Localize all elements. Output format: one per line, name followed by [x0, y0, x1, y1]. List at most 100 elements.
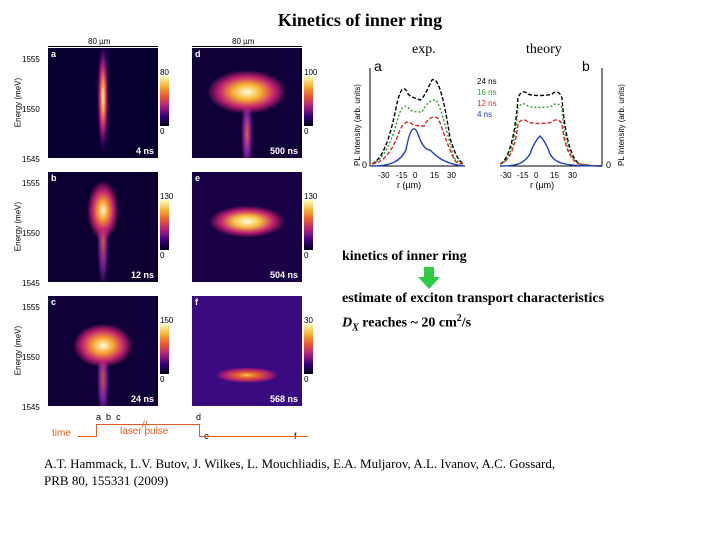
colorbar-min: 0 [160, 251, 165, 260]
reference-line1: A.T. Hammack, L.V. Butov, J. Wilkes, L. … [44, 456, 556, 471]
panel-letter: e [195, 173, 201, 183]
scale-bar-left [48, 46, 158, 47]
colorbar [304, 324, 313, 374]
x-tick-right: -30 [500, 171, 512, 180]
energy-axis-label: Energy (meV) [13, 201, 23, 252]
energy-axis-label: Energy (meV) [13, 325, 23, 376]
panel-letter: d [195, 49, 201, 59]
colorbar-max: 150 [160, 316, 174, 325]
colorbar-max: 80 [160, 68, 169, 77]
legend-entry: 24 ns [477, 77, 497, 86]
colorbar-max: 30 [304, 316, 313, 325]
panel-letter: a [51, 49, 57, 59]
text-line2: estimate of exciton transport characteri… [342, 291, 605, 306]
scale-label-left: 80 µm [88, 37, 111, 46]
energy-tick: 1555 [22, 55, 40, 64]
colorbar [304, 76, 313, 126]
spectral-image-panel-f: f 568 ns [192, 296, 302, 406]
exp-curve [371, 116, 465, 165]
colorbar-max: 130 [160, 192, 174, 201]
energy-tick: 1545 [22, 155, 40, 164]
colorbar [160, 76, 169, 126]
legend-entry: 4 ns [477, 110, 492, 119]
colorbar [160, 324, 169, 374]
colorbar-max: 100 [304, 68, 318, 77]
x-label-left: r (µm) [397, 180, 421, 190]
x-tick-left: -15 [396, 171, 408, 180]
theory-curve [499, 119, 603, 167]
energy-tick: 1545 [22, 279, 40, 288]
reference-line2: PRB 80, 155331 (2009) [44, 473, 169, 488]
energy-tick: 1545 [22, 403, 40, 412]
energy-tick: 1555 [22, 179, 40, 188]
spectral-image-panel-b: b 12 ns [48, 172, 158, 282]
timeline-time-label: time [52, 428, 71, 439]
panel-time: 500 ns [269, 146, 298, 156]
x-tick-right: -15 [517, 171, 529, 180]
x-tick-left: 30 [447, 171, 456, 180]
colorbar-min: 0 [160, 127, 165, 136]
text-line3: DX reaches ~ 20 cm2/s [342, 313, 472, 334]
exp-curve [371, 128, 465, 167]
legend-entry: 12 ns [477, 99, 497, 108]
colorbar [304, 200, 313, 250]
scale-label-right: 80 µm [232, 37, 255, 46]
scale-bar-right [192, 46, 302, 47]
panel-letter: b [51, 173, 57, 183]
y-label-left: PL Intensity (arb. units) [353, 84, 362, 166]
exp-curve [371, 78, 465, 165]
x-tick-right: 0 [534, 171, 539, 180]
pl-profiles-plot: a b0 0PL Intensity (arb. units) PL Intensit… [353, 58, 626, 190]
legend-entry: 16 ns [477, 88, 497, 97]
colorbar-max: 130 [304, 192, 318, 201]
x-tick-right: 15 [550, 171, 559, 180]
panel-label-a: a [374, 58, 382, 74]
exp-label: exp. [412, 42, 436, 57]
timeline-pulse-label: laser pulse [120, 426, 169, 437]
colorbar-min: 0 [304, 251, 309, 260]
spectral-image-panel-c: c 24 ns [48, 296, 158, 406]
right-figure: exp. theory a b 0 0 PL Intensity (arb. units… [340, 38, 640, 193]
theory-curve [499, 135, 603, 167]
exp-curve [371, 99, 465, 165]
colorbar-min: 0 [304, 375, 309, 384]
x-tick-left: 0 [413, 171, 418, 180]
timeline-mark-abc: a b c [96, 412, 121, 422]
spectral-image-panel-e: e 504 ns [192, 172, 302, 282]
energy-tick: 1550 [22, 229, 40, 238]
energy-axis-label: Energy (meV) [13, 77, 23, 128]
panel-time: 568 ns [269, 394, 298, 404]
slide-title: Kinetics of inner ring [277, 10, 443, 30]
colorbar [160, 200, 169, 250]
timeline-mark-d: d [196, 412, 202, 422]
energy-tick: 1550 [22, 353, 40, 362]
panel-label-b: b [582, 58, 590, 74]
panel-letter: f [195, 297, 198, 307]
panel-letter: c [51, 297, 57, 307]
y-label-right: PL Intensity (arb. units) [617, 84, 626, 166]
text-line1: kinetics of inner ring [342, 249, 467, 264]
energy-tick: 1550 [22, 105, 40, 114]
panel-time: 12 ns [130, 270, 154, 280]
x-tick-right: 30 [568, 171, 577, 180]
panel-time: 4 ns [135, 146, 154, 156]
y-zero-left: 0 [362, 160, 367, 170]
colorbar-min: 0 [304, 127, 309, 136]
theory-curve [499, 103, 603, 167]
colorbar-min: 0 [160, 375, 165, 384]
y-zero-right: 0 [606, 160, 611, 170]
reference: A.T. Hammack, L.V. Butov, J. Wilkes, L. … [44, 455, 684, 489]
panel-time: 24 ns [130, 394, 154, 404]
theory-label: theory [526, 42, 562, 57]
timeline-pulse [96, 424, 200, 437]
x-label-right: r (µm) [530, 180, 554, 190]
timeline-break: // [142, 420, 148, 431]
spectral-image-panel-d: d 500 ns [192, 48, 302, 158]
x-tick-left: 15 [430, 171, 439, 180]
theory-curve [499, 91, 603, 167]
energy-tick: 1555 [22, 303, 40, 312]
spectral-image-panel-a: a 4 ns [48, 48, 158, 158]
x-tick-left: -30 [378, 171, 390, 180]
panel-time: 504 ns [269, 270, 298, 280]
down-arrow-icon [418, 267, 440, 289]
